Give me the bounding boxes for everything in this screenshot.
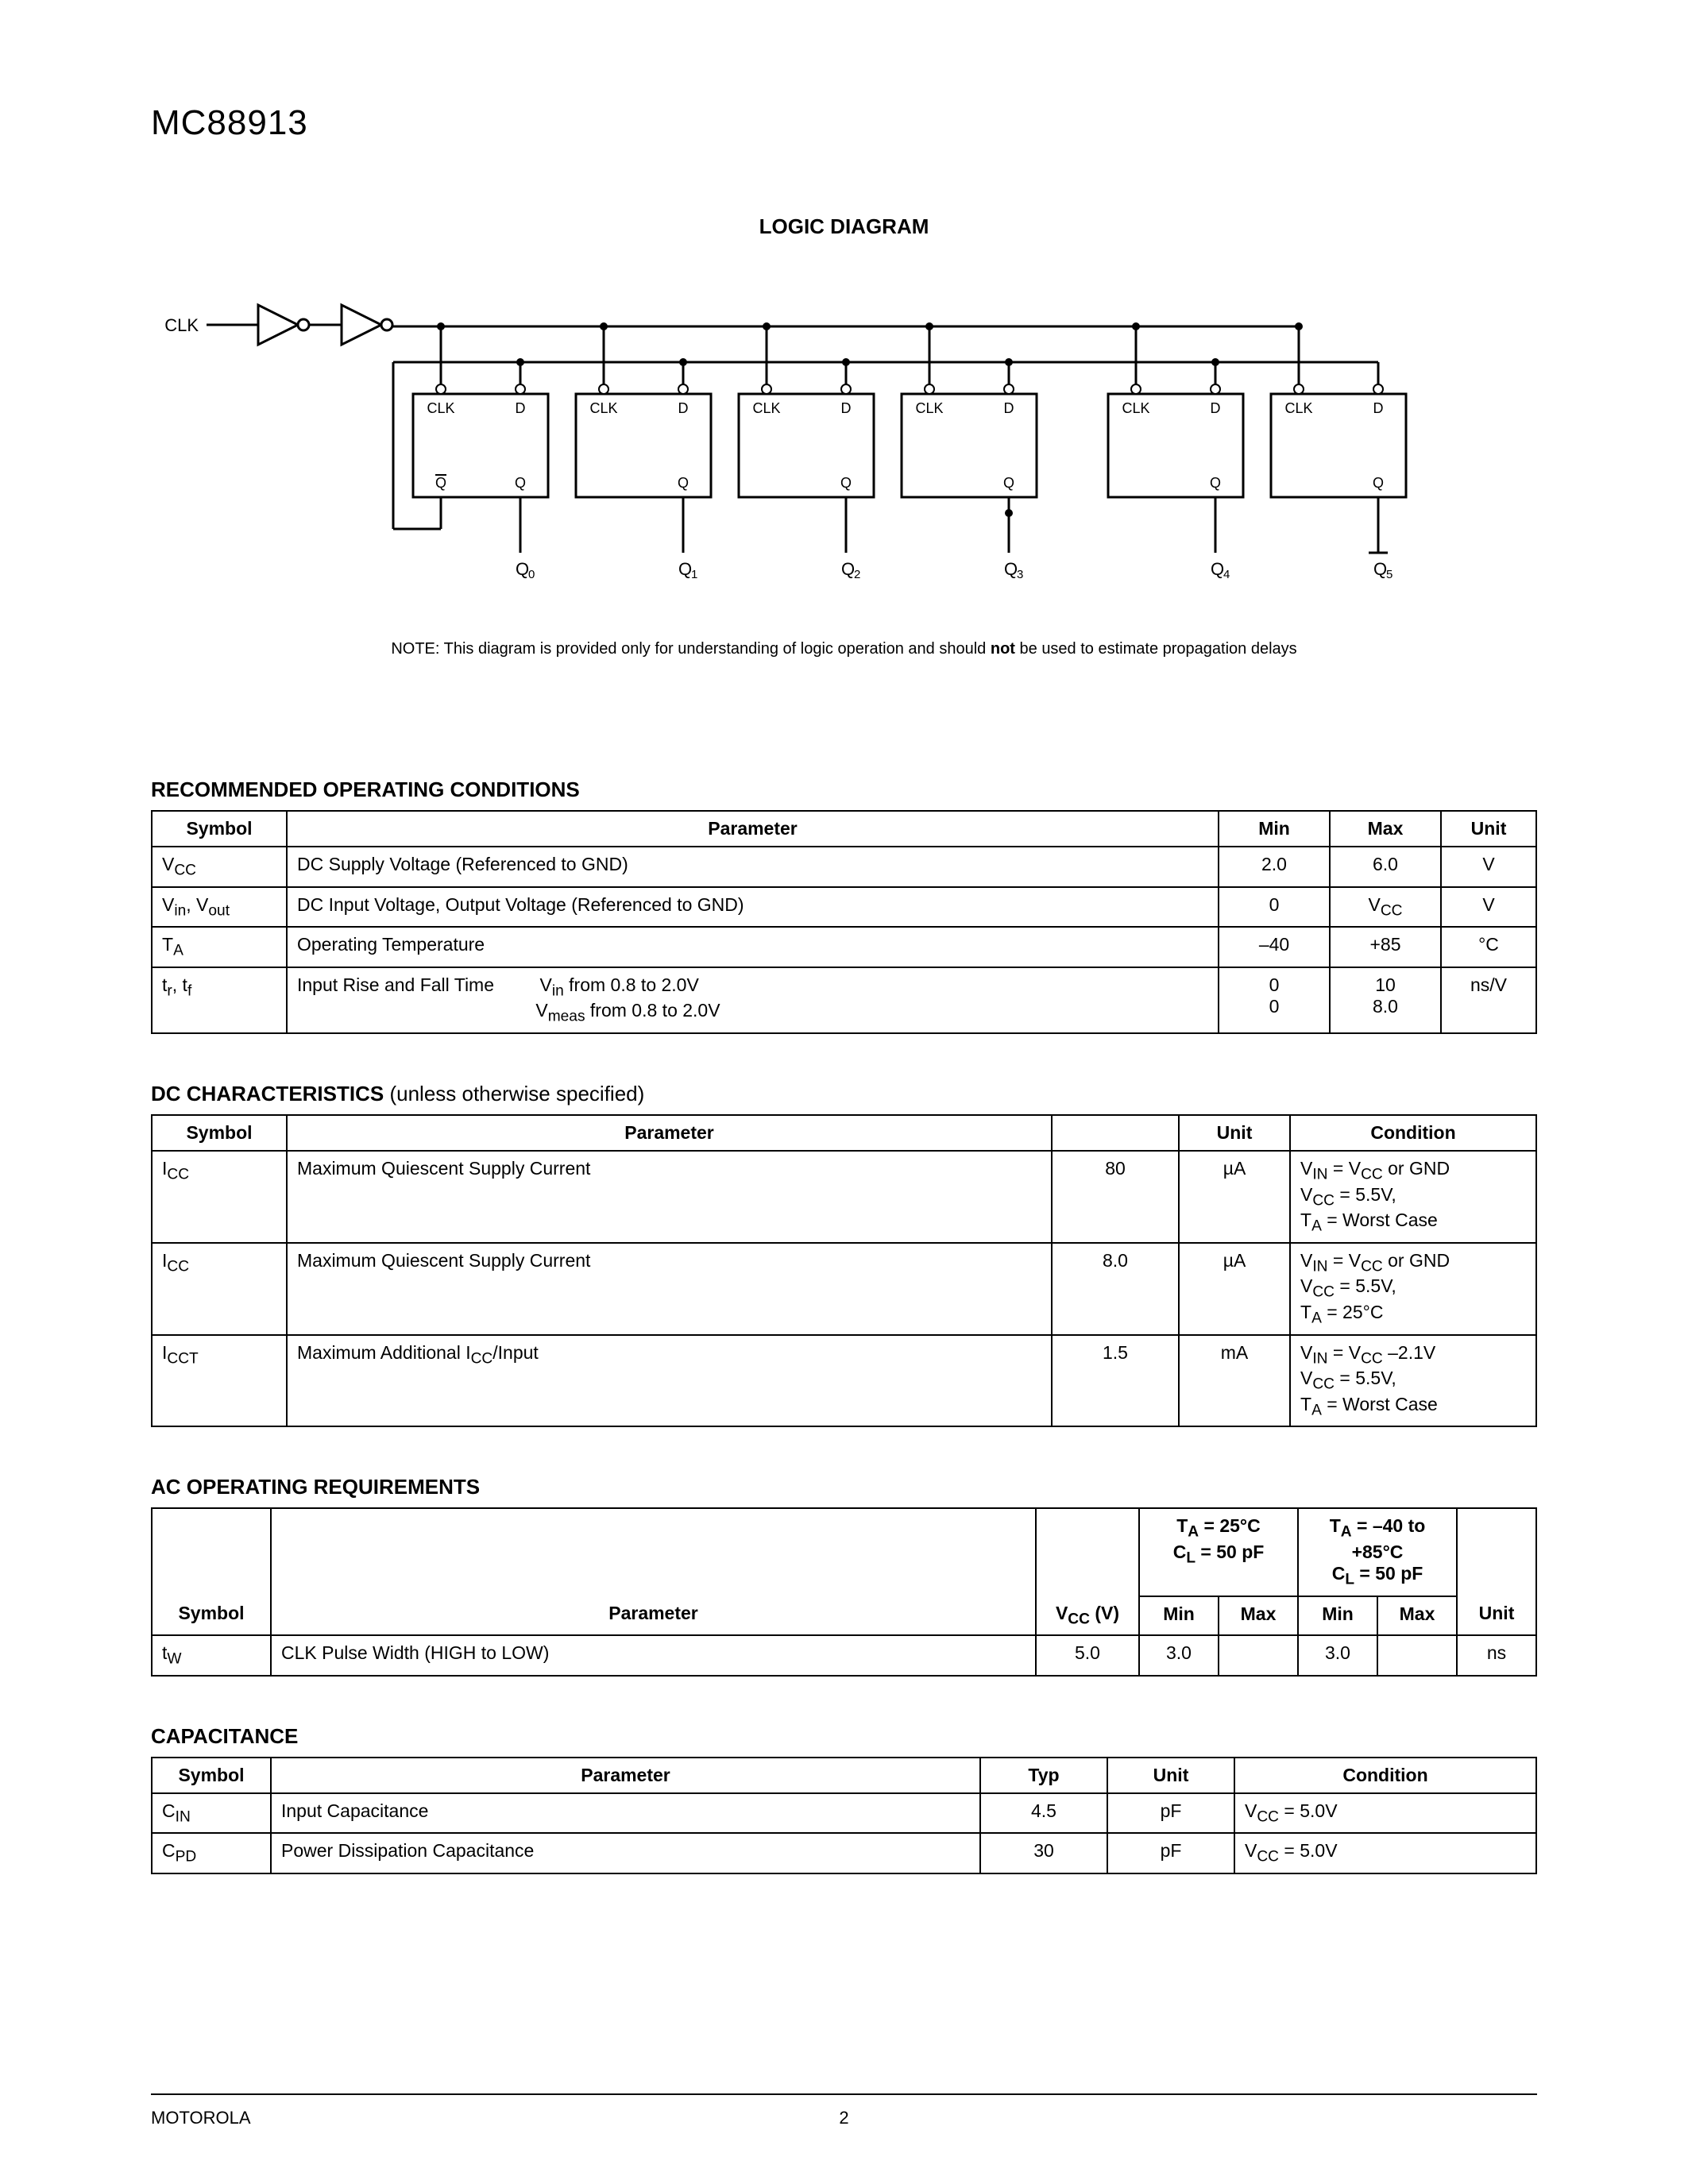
dc-title-suffix: (unless otherwise specified) xyxy=(384,1082,644,1106)
svg-text:Q: Q xyxy=(1373,559,1387,579)
svg-text:D: D xyxy=(516,400,526,416)
dc-title-main: DC CHARACTERISTICS xyxy=(151,1082,384,1106)
recommended-table: SymbolParameterMinMaxUnitVCCDC Supply Vo… xyxy=(151,810,1537,1034)
dc-table: SymbolParameterUnitConditionICCMaximum Q… xyxy=(151,1114,1537,1427)
page: MC88913 LOGIC DIAGRAM CLKCLKDQQ0QCLKDQQ1… xyxy=(0,0,1688,2184)
svg-text:Q: Q xyxy=(841,559,855,579)
svg-text:D: D xyxy=(1211,400,1221,416)
svg-text:CLK: CLK xyxy=(164,315,199,335)
svg-text:4: 4 xyxy=(1223,568,1230,581)
svg-text:1: 1 xyxy=(691,568,697,581)
svg-text:Q: Q xyxy=(678,475,689,491)
logic-diagram-title: LOGIC DIAGRAM xyxy=(151,214,1537,239)
svg-text:CLK: CLK xyxy=(589,400,617,416)
svg-text:Q: Q xyxy=(1003,475,1014,491)
svg-text:Q: Q xyxy=(515,475,526,491)
ac-table: TA = 25°CCL = 50 pFTA = –40 to +85°CCL =… xyxy=(151,1507,1537,1676)
footer-page-number: 2 xyxy=(251,2108,1438,2128)
svg-text:Q: Q xyxy=(1004,559,1018,579)
svg-text:Q: Q xyxy=(516,559,529,579)
svg-text:D: D xyxy=(678,400,689,416)
logic-diagram: CLKCLKDQQ0QCLKDQQ1CLKDQQ2CLKDQQ3CLKDQQ4C… xyxy=(151,271,1537,608)
svg-text:Q: Q xyxy=(1373,475,1384,491)
svg-text:Q: Q xyxy=(678,559,692,579)
diagram-note: NOTE: This diagram is provided only for … xyxy=(151,640,1537,658)
svg-text:2: 2 xyxy=(854,568,860,581)
svg-text:Q: Q xyxy=(435,475,446,491)
svg-text:Q: Q xyxy=(1210,475,1221,491)
svg-text:D: D xyxy=(1004,400,1014,416)
dc-title: DC CHARACTERISTICS (unless otherwise spe… xyxy=(151,1082,1537,1106)
svg-text:CLK: CLK xyxy=(1284,400,1312,416)
svg-text:CLK: CLK xyxy=(427,400,454,416)
logic-diagram-svg: CLKCLKDQQ0QCLKDQQ1CLKDQQ2CLKDQQ3CLKDQQ4C… xyxy=(151,271,1537,604)
recommended-title: RECOMMENDED OPERATING CONDITIONS xyxy=(151,778,1537,802)
svg-text:3: 3 xyxy=(1017,568,1023,581)
svg-text:5: 5 xyxy=(1386,568,1393,581)
svg-text:D: D xyxy=(841,400,852,416)
footer-brand: MOTOROLA xyxy=(151,2108,251,2128)
note-bold: not xyxy=(991,640,1015,658)
svg-text:Q: Q xyxy=(1211,559,1224,579)
svg-text:CLK: CLK xyxy=(915,400,943,416)
part-number: MC88913 xyxy=(151,103,1537,143)
svg-text:0: 0 xyxy=(528,568,535,581)
capacitance-table: SymbolParameterTypUnitConditionCINInput … xyxy=(151,1757,1537,1874)
cap-title: CAPACITANCE xyxy=(151,1724,1537,1749)
svg-text:CLK: CLK xyxy=(752,400,780,416)
note-prefix: NOTE: This diagram is provided only for … xyxy=(391,640,991,658)
page-footer: MOTOROLA 2 MOTOROLA xyxy=(151,2093,1537,2128)
svg-text:Q: Q xyxy=(840,475,852,491)
svg-text:D: D xyxy=(1373,400,1384,416)
ac-title: AC OPERATING REQUIREMENTS xyxy=(151,1475,1537,1499)
note-suffix: be used to estimate propagation delays xyxy=(1015,640,1297,658)
svg-text:CLK: CLK xyxy=(1122,400,1149,416)
